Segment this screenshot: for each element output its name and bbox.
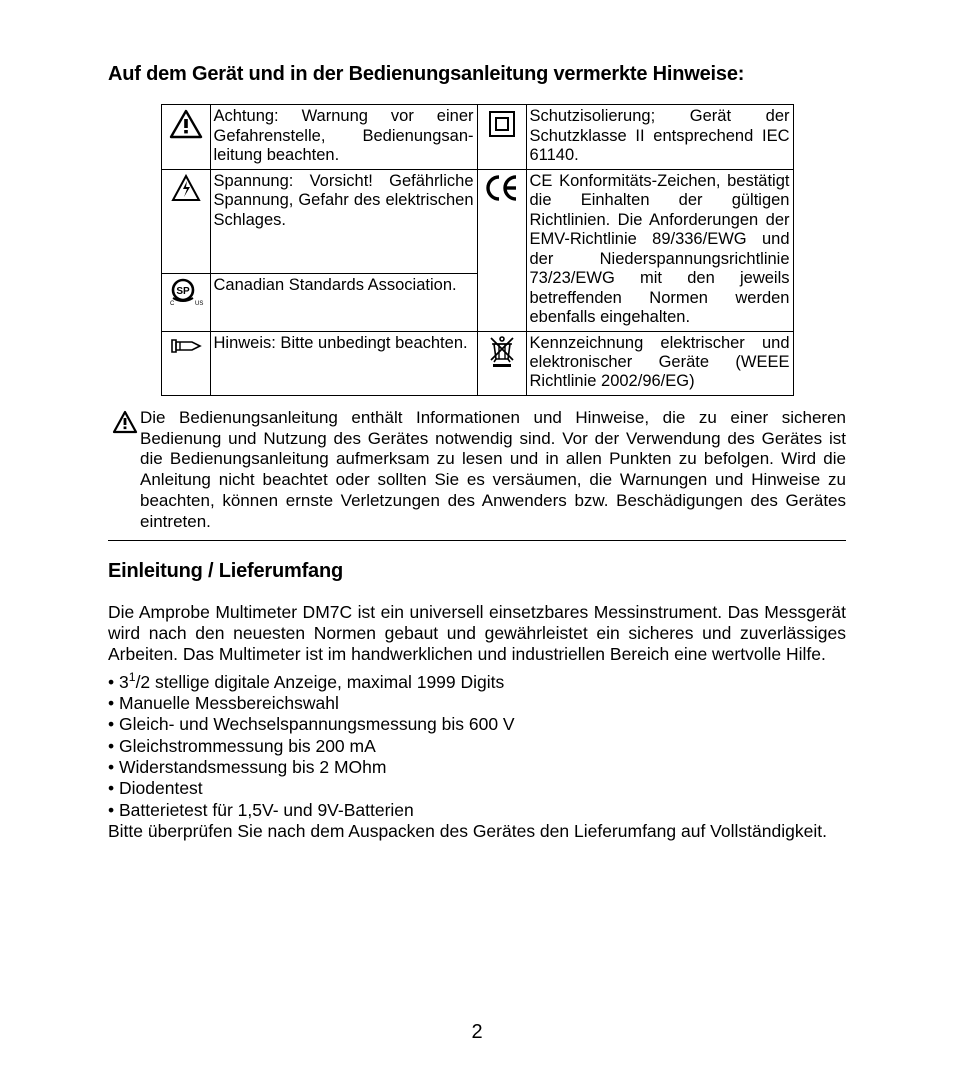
f1-sup: 1	[129, 670, 136, 684]
cell-icon-hand	[161, 331, 210, 395]
warning-triangle-icon	[112, 410, 138, 434]
feature-list: 31/2 stellige digitale Anzeige, maximal …	[108, 670, 846, 821]
cell-icon-csa: SP C US	[161, 273, 210, 331]
intro-paragraph: Die Amprobe Multimeter DM7C ist ein univ…	[108, 602, 846, 666]
f1-prefix: 3	[119, 672, 129, 692]
cell-icon-ce	[477, 169, 526, 331]
feature-item: Gleich- und Wechselspannungsmessung bis …	[108, 714, 846, 735]
feature-item: Batterietest für 1,5V- und 9V-Batterien	[108, 800, 846, 821]
pointing-hand-icon	[170, 336, 202, 358]
svg-text:C: C	[170, 301, 175, 306]
cell-icon-weee	[477, 331, 526, 395]
divider	[108, 540, 846, 541]
symbol-table: Achtung: Warnung vor einer Gefahrenstell…	[161, 104, 794, 396]
cell-text-warning: Achtung: Warnung vor einer Gefahrenstell…	[210, 105, 477, 169]
weee-bin-icon	[488, 336, 516, 368]
feature-item: Diodentest	[108, 778, 846, 799]
voltage-triangle-icon	[171, 174, 201, 202]
cell-text-doubleinsulation: Schutzisolierung; Gerät der Schutzklasse…	[526, 105, 793, 169]
f1-sub: /2	[136, 672, 151, 692]
cell-text-ce: CE Konformitäts-Zeichen, bestätigt die E…	[526, 169, 793, 331]
feature-item: Gleichstrommessung bis 200 mA	[108, 736, 846, 757]
intro-section: Die Amprobe Multimeter DM7C ist ein univ…	[108, 602, 846, 843]
notice-text: Die Bedienungsanleitung enthält Informat…	[140, 408, 846, 532]
heading-intro: Einleitung / Lieferumfang	[108, 559, 846, 583]
cell-text-weee: Kennzeichnung elektrischer und elektroni…	[526, 331, 793, 395]
page-body: Auf dem Gerät und in der Bedienungsanlei…	[0, 0, 954, 842]
page-number: 2	[0, 1020, 954, 1044]
svg-text:SP: SP	[176, 286, 190, 297]
cell-icon-warning	[161, 105, 210, 169]
after-list: Bitte überprüfen Sie nach dem Auspacken …	[108, 821, 846, 842]
csa-mark-icon: SP C US	[166, 278, 206, 306]
cell-icon-doubleinsulation	[477, 105, 526, 169]
feature-item: Manuelle Messbereichswahl	[108, 693, 846, 714]
notice-block: Die Bedienungsanleitung enthält Informat…	[108, 408, 846, 532]
ce-mark-icon	[484, 174, 520, 202]
f1-suffix: stellige digitale Anzeige, maximal 1999 …	[155, 672, 504, 692]
heading-symbols: Auf dem Gerät und in der Bedienungsanlei…	[108, 62, 846, 86]
double-square-icon	[487, 109, 517, 139]
cell-text-csa: Canadian Standards Association.	[210, 273, 477, 331]
notice-icon-wrap	[112, 410, 140, 439]
cell-text-hand: Hinweis: Bitte unbedingt beacht­en.	[210, 331, 477, 395]
cell-text-voltage: Spannung: Vorsicht! Gefährliche Spannung…	[210, 169, 477, 273]
feature-item: Widerstandsmessung bis 2 MOhm	[108, 757, 846, 778]
cell-icon-voltage	[161, 169, 210, 273]
warning-triangle-icon	[169, 109, 203, 139]
svg-text:US: US	[195, 301, 203, 306]
feature-item: 31/2 stellige digitale Anzeige, maximal …	[108, 670, 846, 693]
